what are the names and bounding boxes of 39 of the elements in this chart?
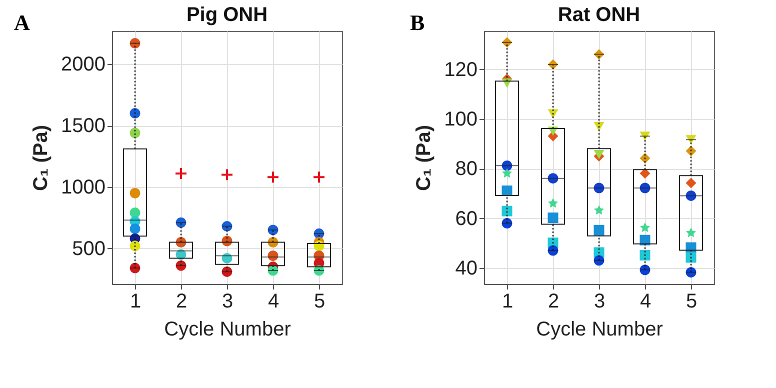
point — [594, 224, 604, 236]
y-tick-label: 100 — [444, 108, 478, 131]
y-tick-label: 120 — [444, 58, 478, 81]
x-axis-title: Cycle Number — [536, 318, 664, 340]
x-tick-label: 1 — [502, 290, 514, 312]
point — [686, 228, 696, 238]
point — [548, 198, 558, 208]
x-tick-label: 2 — [548, 290, 560, 312]
point — [594, 205, 604, 215]
x-tick-label: 4 — [268, 290, 280, 312]
point — [548, 212, 558, 224]
chart-title: Rat ONH — [558, 4, 640, 26]
y-axis-title: C₁ (Pa) — [30, 124, 52, 192]
y-tick-label: 2000 — [61, 54, 106, 76]
x-tick-label: 3 — [222, 290, 234, 312]
x-tick-label: 5 — [686, 290, 698, 312]
text: A — [14, 10, 30, 36]
y-tick-label: 500 — [72, 238, 106, 260]
point — [502, 206, 512, 216]
point — [686, 252, 696, 263]
y-tick-label: 60 — [455, 208, 478, 230]
x-tick-label: 5 — [314, 290, 326, 312]
y-tick-label: 80 — [455, 158, 478, 180]
x-axis-title: Cycle Number — [164, 318, 292, 340]
point — [640, 168, 650, 179]
x-tick-label: 1 — [130, 290, 142, 312]
y-tick-label: 40 — [455, 257, 478, 280]
text: B — [410, 10, 425, 36]
x-tick-label: 4 — [640, 290, 652, 312]
point — [640, 222, 650, 232]
point — [686, 178, 696, 188]
x-tick-label: 2 — [176, 290, 188, 312]
chart-title: Pig ONH — [186, 4, 268, 26]
y-tick-label: 1000 — [61, 176, 106, 198]
point — [640, 250, 650, 260]
y-axis-title: C₁ (Pa) — [413, 124, 436, 192]
x-tick-label: 3 — [594, 290, 606, 312]
point — [502, 168, 512, 178]
y-tick-label: 1500 — [61, 115, 106, 138]
